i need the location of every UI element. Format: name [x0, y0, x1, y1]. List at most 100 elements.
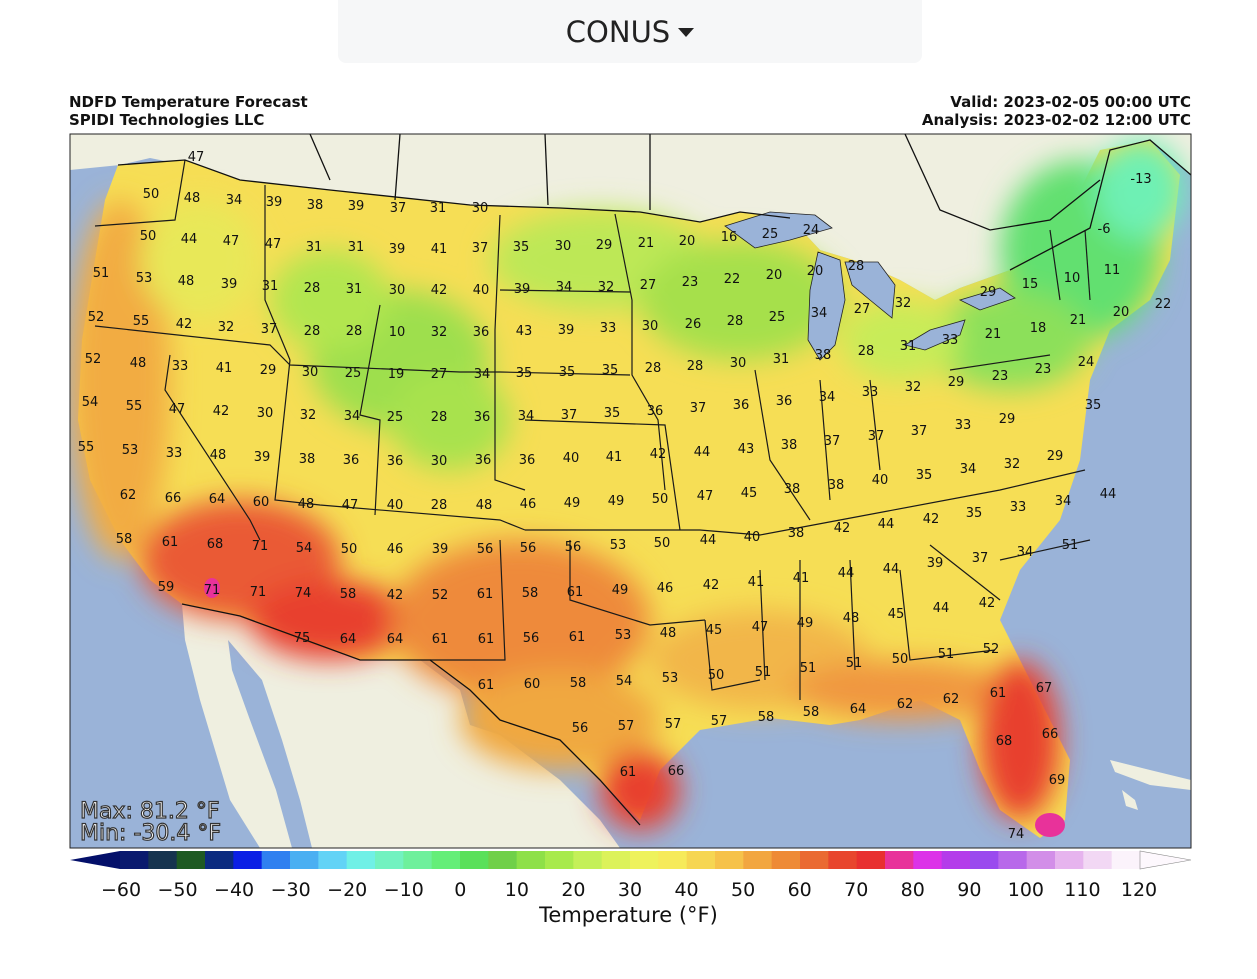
- station-value: 33: [172, 359, 189, 374]
- colorbar-max-arrow: [1139, 850, 1192, 870]
- station-value: 36: [776, 394, 793, 409]
- station-value: 30: [642, 319, 659, 334]
- station-value: 20: [1113, 305, 1130, 320]
- colorbar-swatch: [488, 851, 518, 869]
- station-value: 51: [938, 647, 955, 662]
- map-source: SPIDI Technologies LLC: [69, 111, 265, 129]
- station-value: 21: [1070, 313, 1087, 328]
- max-stat: Max: 81.2 °F: [80, 799, 220, 824]
- station-value: 28: [727, 314, 744, 329]
- station-value: 44: [181, 232, 198, 247]
- station-value: 66: [165, 491, 182, 506]
- station-value: 48: [210, 448, 227, 463]
- station-value: 34: [344, 409, 361, 424]
- station-value: 56: [523, 631, 540, 646]
- station-value: 55: [133, 314, 150, 329]
- station-value: 23: [992, 369, 1009, 384]
- station-value: 58: [340, 587, 357, 602]
- station-value: 56: [572, 721, 589, 736]
- colorbar-swatch: [630, 851, 659, 869]
- colorbar-swatch: [1026, 851, 1056, 869]
- colorbar-swatch: [658, 851, 688, 869]
- station-value: 51: [93, 266, 110, 281]
- station-value: 36: [474, 410, 491, 425]
- station-value: 50: [652, 492, 669, 507]
- colorbar-tick-label: 70: [844, 879, 869, 901]
- station-value: 25: [387, 410, 404, 425]
- colorbar-swatch: [460, 851, 489, 869]
- station-value: 71: [204, 583, 221, 598]
- station-value: 31: [773, 352, 790, 367]
- station-value: 30: [431, 454, 448, 469]
- station-value: 35: [513, 240, 530, 255]
- station-value: 60: [524, 677, 541, 692]
- station-value: 61: [567, 585, 584, 600]
- station-value: 41: [606, 450, 623, 465]
- station-value: 41: [748, 575, 765, 590]
- station-value: 66: [1042, 727, 1059, 742]
- station-value: 23: [682, 275, 699, 290]
- region-selector-button[interactable]: CONUS: [338, 0, 922, 63]
- station-value: 35: [516, 366, 533, 381]
- coastlines: [117, 134, 1191, 826]
- colorbar-swatch: [120, 851, 149, 869]
- station-value: 30: [730, 356, 747, 371]
- region-selector-label: CONUS: [565, 14, 671, 49]
- station-value: 48: [660, 626, 677, 641]
- station-value: 27: [640, 278, 657, 293]
- station-value: 25: [762, 227, 779, 242]
- station-value: 29: [999, 412, 1016, 427]
- station-value: 29: [596, 238, 613, 253]
- station-value: 58: [522, 586, 539, 601]
- colorbar-swatch: [941, 851, 971, 869]
- station-value: 34: [811, 306, 828, 321]
- station-value: 42: [387, 588, 404, 603]
- colorbar-swatch: [885, 851, 914, 869]
- station-value: 44: [700, 533, 717, 548]
- station-value: 40: [744, 530, 761, 545]
- station-value: 36: [475, 453, 492, 468]
- colorbar-swatch: [176, 851, 206, 869]
- station-value: 35: [604, 406, 621, 421]
- station-value: 28: [431, 498, 448, 513]
- colorbar-swatch: [686, 851, 716, 869]
- station-value: 56: [565, 540, 582, 555]
- colorbar-tick-label: 30: [617, 879, 643, 901]
- station-value: 40: [872, 473, 889, 488]
- station-value: 47: [223, 234, 240, 249]
- station-value: 22: [1155, 297, 1172, 312]
- station-value: 50: [708, 668, 725, 683]
- station-value: 32: [598, 280, 615, 295]
- gulf-of-california: [228, 640, 312, 848]
- colorbar-swatch: [205, 851, 234, 869]
- station-value: 31: [346, 282, 363, 297]
- station-value: 75: [294, 631, 311, 646]
- station-value: 32: [905, 380, 922, 395]
- station-value: 52: [85, 352, 102, 367]
- station-value: 38: [299, 452, 316, 467]
- station-value: 47: [169, 402, 186, 417]
- station-value: 37: [390, 201, 407, 216]
- station-value: 30: [555, 239, 572, 254]
- state-borders: [94, 159, 1091, 700]
- colorbar-swatch: [375, 851, 404, 869]
- station-value: 37: [561, 408, 578, 423]
- station-value: 18: [1030, 321, 1047, 336]
- colorbar-tick-label: 20: [561, 879, 586, 901]
- station-value: 43: [516, 324, 533, 339]
- station-value: 30: [472, 201, 489, 216]
- station-value: 57: [711, 714, 728, 729]
- colorbar-tick-label: 60: [787, 879, 812, 901]
- colorbar-tick-label: −40: [214, 879, 255, 901]
- station-value: 64: [209, 492, 226, 507]
- station-value: 37: [911, 424, 928, 439]
- station-value: 34: [556, 280, 573, 295]
- station-value: 49: [564, 496, 581, 511]
- station-value: 61: [432, 632, 449, 647]
- station-value: 50: [654, 536, 671, 551]
- station-value: 35: [602, 363, 619, 378]
- station-value: 36: [387, 454, 404, 469]
- station-value: 34: [960, 462, 977, 477]
- station-value: 47: [342, 498, 359, 513]
